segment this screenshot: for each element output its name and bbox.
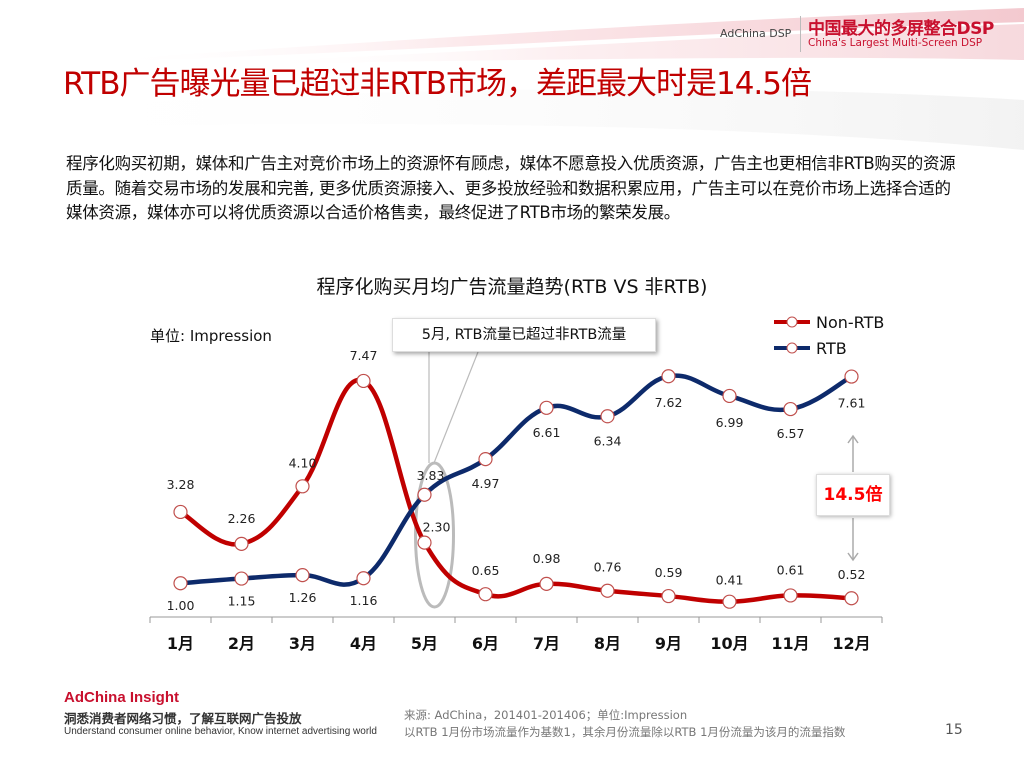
chart-unit-label: 单位: Impression bbox=[150, 327, 272, 345]
ratio-arrowhead-up bbox=[847, 434, 859, 444]
data-point-non-rtb bbox=[783, 588, 798, 603]
x-tick-label: 12月 bbox=[832, 634, 870, 653]
data-label-non-rtb: 7.47 bbox=[350, 348, 378, 363]
data-label-non-rtb: 4.10 bbox=[289, 455, 317, 470]
x-tick-label: 8月 bbox=[594, 634, 621, 653]
data-point-non-rtb bbox=[478, 587, 493, 602]
callout-pointer-line bbox=[433, 351, 479, 464]
series-line-rtb bbox=[178, 373, 854, 587]
x-tick-label: 2月 bbox=[228, 634, 255, 653]
x-tick-label: 3月 bbox=[289, 634, 316, 653]
chart-title: 程序化购买月均广告流量趋势(RTB VS 非RTB) bbox=[316, 276, 708, 298]
brand-slogan-en: China's Largest Multi-Screen DSP bbox=[808, 37, 983, 49]
x-tick-label: 4月 bbox=[350, 634, 377, 653]
data-point-non-rtb bbox=[722, 594, 737, 609]
source-note: 来源: AdChina，201401-201406；单位:Impression bbox=[404, 708, 688, 722]
data-label-non-rtb: 2.30 bbox=[423, 520, 451, 535]
data-label-rtb: 6.34 bbox=[594, 433, 622, 448]
ratio-annotation: 14.5倍 bbox=[816, 474, 890, 516]
legend-item-rtb: RTB bbox=[772, 335, 884, 361]
data-point-non-rtb bbox=[173, 504, 188, 520]
footer-brand: AdChina Insight bbox=[64, 689, 179, 706]
brand-divider bbox=[800, 16, 801, 52]
data-label-non-rtb: 0.76 bbox=[594, 560, 622, 575]
data-point-non-rtb bbox=[356, 373, 371, 389]
data-label-non-rtb: 0.59 bbox=[655, 565, 683, 580]
data-label-rtb: 1.16 bbox=[350, 593, 378, 608]
x-tick-label: 7月 bbox=[533, 634, 560, 653]
data-point-rtb bbox=[417, 487, 432, 502]
brand-dsp-label: AdChina DSP bbox=[720, 27, 792, 40]
data-point-non-rtb bbox=[600, 583, 615, 598]
legend-label-non-rtb: Non-RTB bbox=[816, 312, 885, 332]
data-label-rtb: 3.83 bbox=[417, 468, 445, 483]
footer-tagline-cn: 洞悉消费者网络习惯，了解互联网广告投放 bbox=[64, 711, 302, 726]
chart-legend: Non-RTB RTB bbox=[772, 309, 884, 361]
data-label-non-rtb: 2.26 bbox=[228, 511, 256, 526]
page-number: 15 bbox=[945, 722, 963, 738]
ratio-arrowhead-down bbox=[847, 552, 859, 562]
data-point-non-rtb bbox=[844, 591, 859, 606]
data-point-rtb bbox=[600, 409, 615, 424]
x-tick-label: 10月 bbox=[710, 634, 748, 653]
x-tick-label: 6月 bbox=[472, 634, 499, 653]
data-point-rtb bbox=[783, 401, 798, 417]
legend-marker-non-rtb bbox=[774, 316, 810, 328]
crossover-callout: 5月, RTB流量已超过非RTB流量 bbox=[392, 318, 656, 352]
brand-slogan-cn: 中国最大的多屏整合DSP bbox=[808, 19, 994, 39]
data-point-rtb bbox=[356, 571, 371, 586]
data-label-non-rtb: 0.65 bbox=[472, 563, 500, 578]
x-tick-label: 5月 bbox=[411, 634, 438, 653]
data-label-non-rtb: 0.52 bbox=[838, 567, 866, 582]
data-label-rtb: 6.57 bbox=[777, 426, 805, 441]
data-point-non-rtb bbox=[234, 536, 249, 551]
data-label-non-rtb: 3.28 bbox=[167, 477, 195, 492]
legend-item-non-rtb: Non-RTB bbox=[772, 309, 884, 335]
data-point-non-rtb bbox=[539, 576, 554, 591]
data-label-rtb: 7.61 bbox=[838, 396, 866, 411]
data-point-rtb bbox=[844, 369, 859, 384]
footer-tagline-en: Understand consumer online behavior, Kno… bbox=[64, 726, 377, 737]
data-point-non-rtb bbox=[295, 479, 310, 494]
data-label-non-rtb: 0.98 bbox=[533, 551, 561, 566]
x-tick-label: 9月 bbox=[655, 634, 682, 653]
legend-label-rtb: RTB bbox=[816, 338, 847, 358]
legend-marker-rtb bbox=[774, 342, 810, 354]
data-label-rtb: 6.99 bbox=[716, 415, 744, 430]
methodology-note: 以RTB 1月份市场流量作为基数1，其余月份流量除以RTB 1月份流量为该月的流… bbox=[404, 725, 846, 739]
data-point-rtb bbox=[234, 571, 249, 586]
data-label-rtb: 1.00 bbox=[167, 598, 195, 613]
data-label-non-rtb: 0.61 bbox=[777, 562, 805, 577]
page-title: RTB广告曝光量已超过非RTB市场，差距最大时是14.5倍 bbox=[63, 66, 812, 102]
x-tick-label: 11月 bbox=[771, 634, 809, 653]
series-line-non-rtb bbox=[178, 377, 854, 604]
data-label-rtb: 1.26 bbox=[289, 590, 317, 605]
data-point-rtb bbox=[539, 400, 554, 415]
data-point-rtb bbox=[478, 452, 493, 467]
data-point-non-rtb bbox=[661, 588, 676, 604]
data-label-rtb: 6.61 bbox=[533, 425, 561, 440]
data-point-rtb bbox=[295, 568, 310, 583]
header-background-swoosh bbox=[0, 8, 1024, 150]
data-label-non-rtb: 0.41 bbox=[716, 573, 744, 588]
data-point-rtb bbox=[661, 369, 676, 384]
data-point-rtb bbox=[173, 576, 188, 591]
x-tick-label: 1月 bbox=[167, 634, 194, 653]
data-label-rtb: 4.97 bbox=[472, 476, 500, 491]
data-label-rtb: 7.62 bbox=[655, 395, 683, 410]
description-paragraph: 程序化购买初期，媒体和广告主对竞价市场上的资源怀有顾虑，媒体不愿意投入优质资源，… bbox=[66, 154, 956, 222]
data-label-rtb: 1.15 bbox=[228, 594, 256, 609]
data-point-rtb bbox=[722, 388, 737, 404]
data-point-non-rtb bbox=[417, 535, 432, 550]
